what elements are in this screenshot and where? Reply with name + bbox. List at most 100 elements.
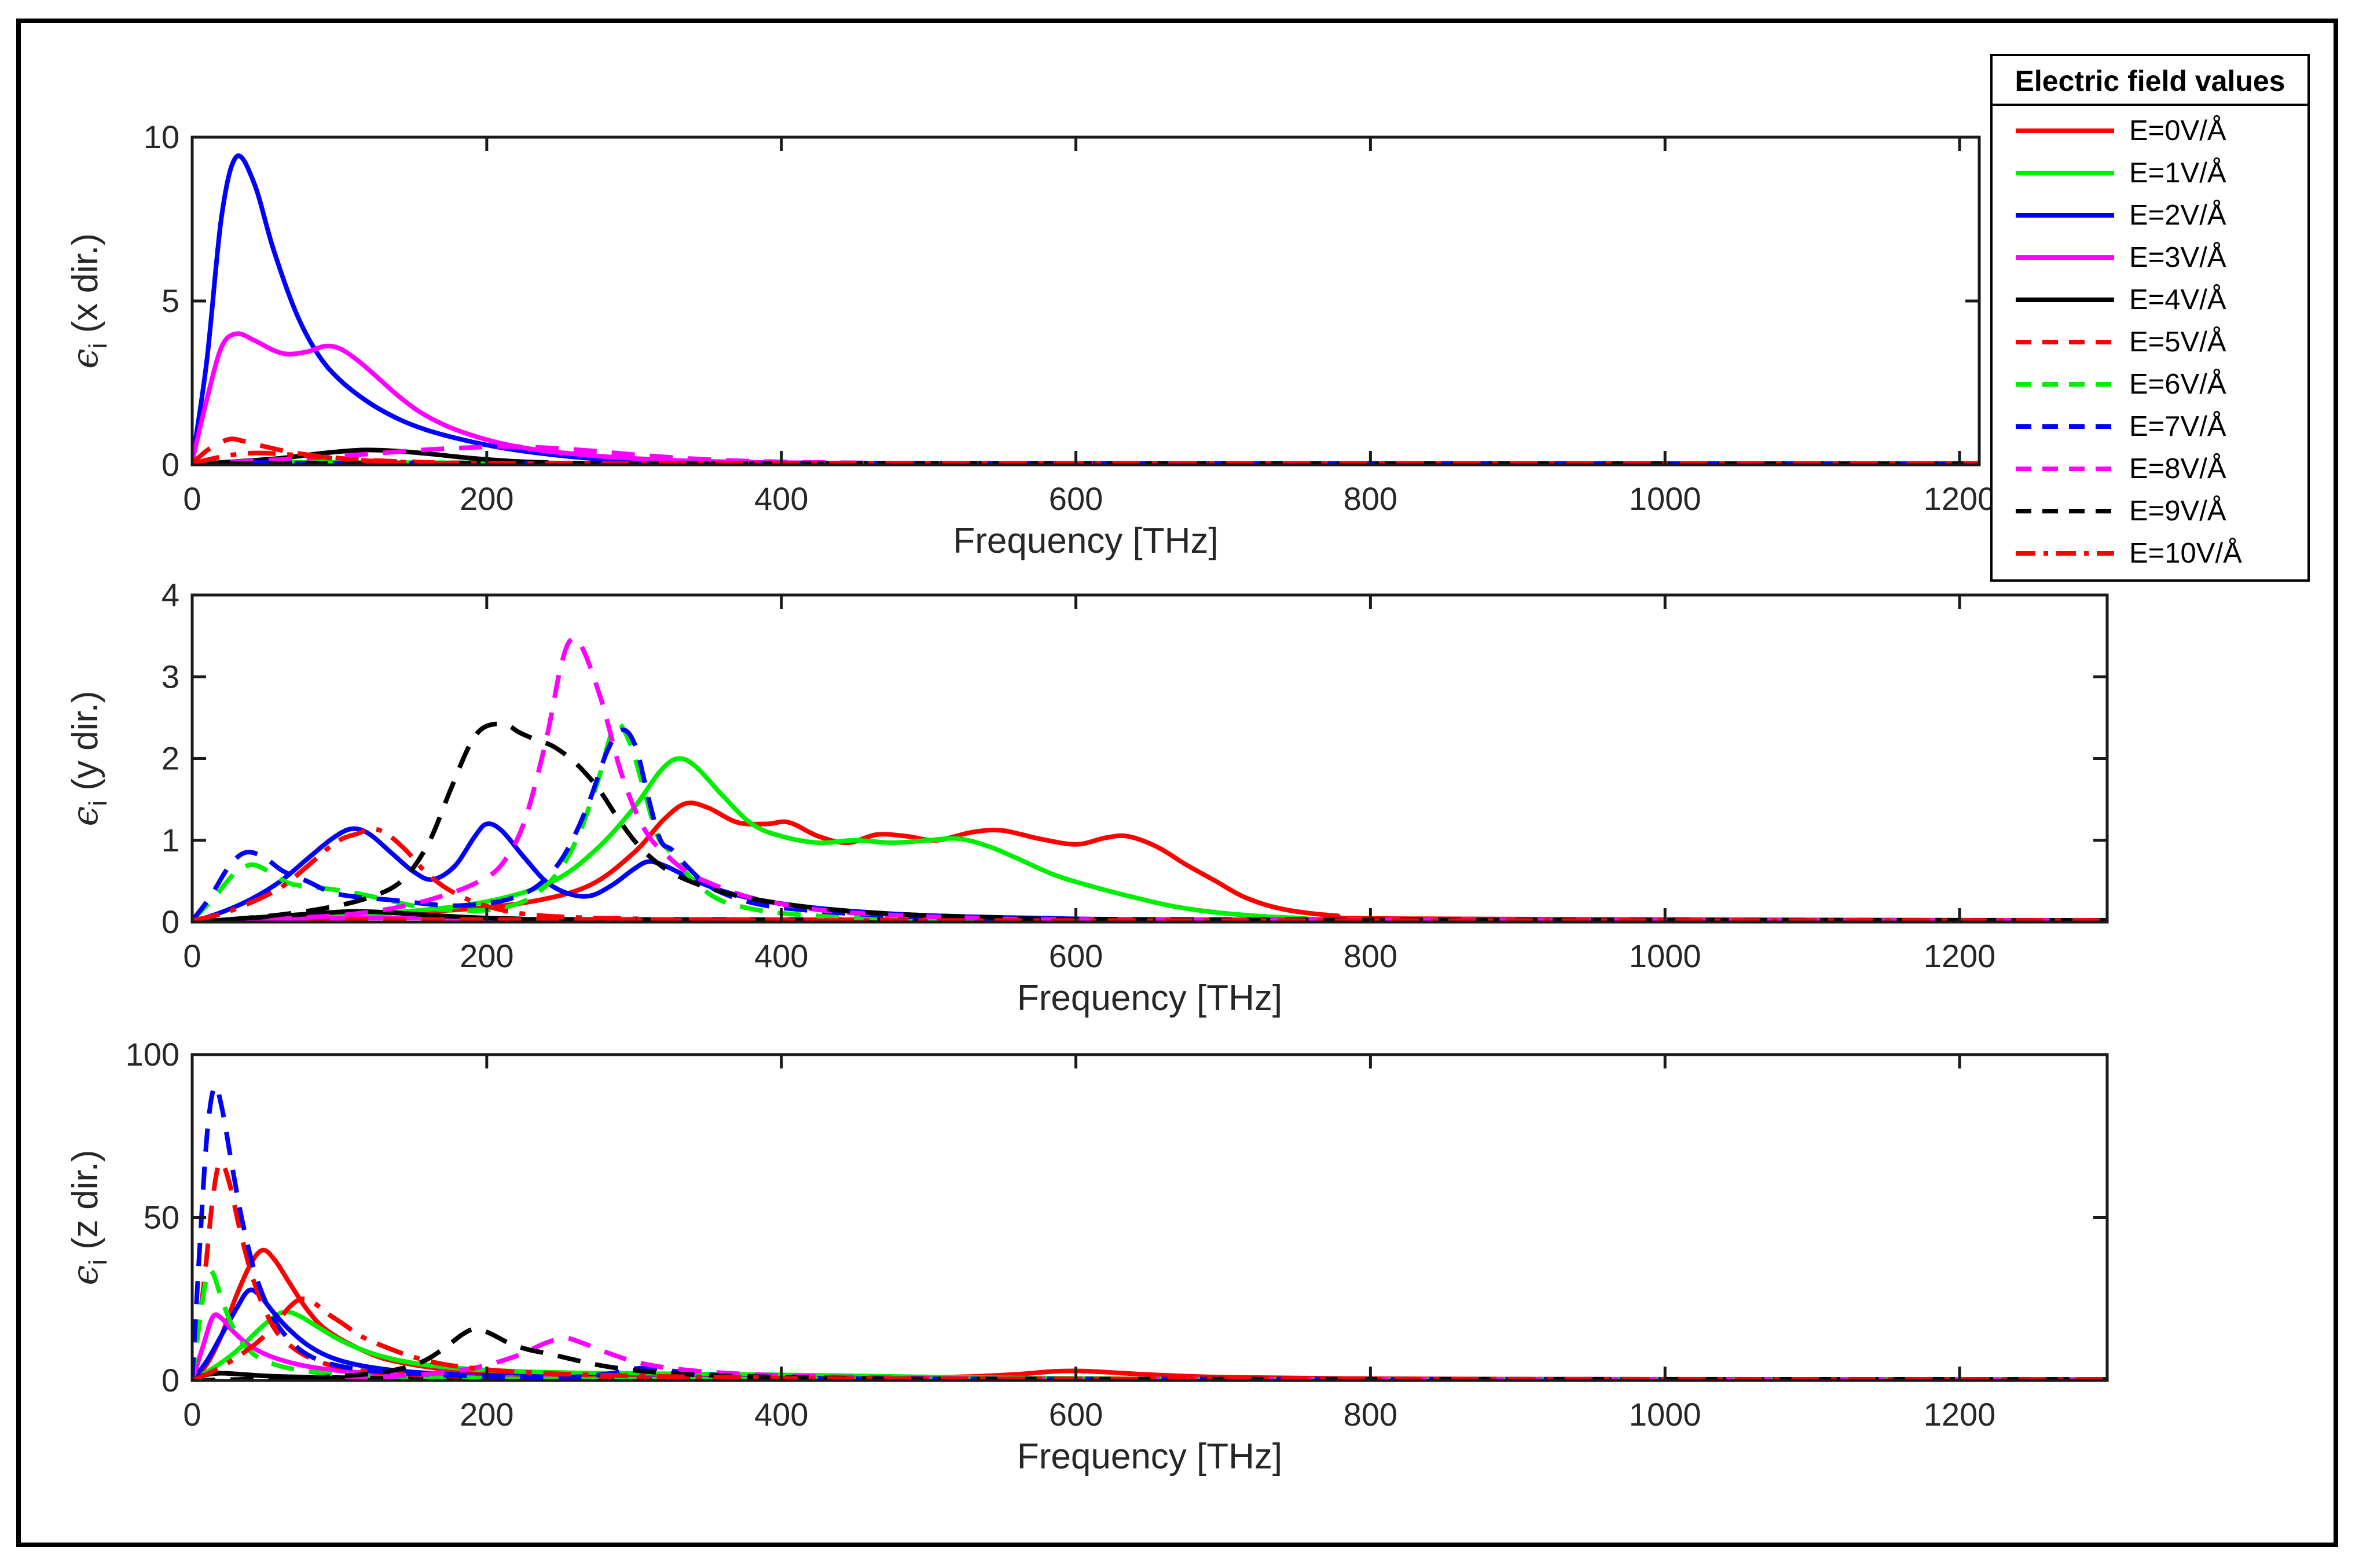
x-axis-label: Frequency [THz] <box>1017 978 1282 1018</box>
legend-items: E=0V/Å E=1V/Å E=2V/Å E=3V/Å E=4V/Å E=5V/Å E=6V… <box>1993 106 2307 574</box>
subplot-y-dir: 0 200 400 600 800 1000 1200 0 1 2 3 4 Frequency [THz… <box>64 576 2109 1018</box>
subplot-x-dir: 0 200 400 600 800 1000 1200 0 5 10 Frequency [THz]… <box>64 119 1995 561</box>
x-axis-label: Frequency [THz] <box>1017 1437 1282 1477</box>
x-tick-label: 1200 <box>1924 1396 1996 1433</box>
x-tick-label: 400 <box>754 1396 808 1433</box>
legend-item-E=4V/Å: E=4V/Å <box>1993 278 2307 321</box>
x-tick-label: 400 <box>754 938 808 974</box>
series-line-E=5V/Å <box>192 436 1979 465</box>
x-tick-label: 800 <box>1344 1396 1397 1433</box>
series-line-E=5V/Å <box>192 1159 2107 1380</box>
legend-item-label: E=3V/Å <box>2129 241 2226 273</box>
legend-item-E=3V/Å: E=3V/Å <box>1993 236 2307 278</box>
y-tick-label: 2 <box>162 740 179 777</box>
series-line-E=3V/Å <box>192 331 1979 465</box>
x-tick-label: 0 <box>183 480 201 517</box>
y-tick-label: 0 <box>162 904 179 940</box>
y-tick-label: 1 <box>162 822 179 858</box>
series-line-E=10V/Å <box>192 1296 2107 1380</box>
legend-item-E=1V/Å: E=1V/Å <box>1993 152 2307 194</box>
legend-item-label: E=0V/Å <box>2129 115 2226 146</box>
series-line-E=7V/Å <box>192 728 2107 922</box>
y-tick-label: 4 <box>162 576 179 613</box>
legend-item-label: E=5V/Å <box>2129 326 2226 358</box>
legend-line-swatch-dashed <box>2016 424 2114 429</box>
legend-item-label: E=8V/Å <box>2129 453 2226 484</box>
legend-title: Electric field values <box>1993 56 2307 106</box>
y-tick-label: 100 <box>126 1036 179 1073</box>
legend-item-label: E=9V/Å <box>2129 495 2226 527</box>
x-tick-label: 600 <box>1049 480 1103 517</box>
y-axis-label: ϵi (y dir.) <box>64 691 112 827</box>
series-line-E=1V/Å <box>192 756 2107 922</box>
series-line-E=2V/Å <box>192 153 1979 465</box>
legend-item-E=2V/Å: E=2V/Å <box>1993 194 2307 236</box>
x-tick-label: 1000 <box>1629 480 1701 517</box>
x-tick-label: 200 <box>460 1396 513 1433</box>
legend-item-E=6V/Å: E=6V/Å <box>1993 363 2307 405</box>
x-tick-label: 800 <box>1344 938 1397 974</box>
series-line-E=0V/Å <box>192 1247 2107 1380</box>
x-tick-label: 1000 <box>1629 938 1701 974</box>
legend-line-swatch-dashdot <box>2016 550 2114 556</box>
series-group <box>192 153 1979 465</box>
x-tick-label: 600 <box>1049 938 1103 974</box>
legend-item-label: E=10V/Å <box>2129 537 2242 569</box>
legend-line-swatch-solid <box>2016 212 2114 218</box>
x-tick-label: 400 <box>754 480 808 517</box>
legend-item-E=7V/Å: E=7V/Å <box>1993 405 2307 447</box>
legend-item-E=5V/Å: E=5V/Å <box>1993 321 2307 363</box>
series-line-E=6V/Å <box>192 721 2107 922</box>
x-tick-label: 1000 <box>1629 1396 1701 1433</box>
x-tick-label: 600 <box>1049 1396 1103 1433</box>
subplot-z-dir: 0 200 400 600 800 1000 1200 0 50 100 Frequency [TH… <box>64 1036 2109 1477</box>
x-tick-label: 200 <box>460 938 513 974</box>
legend-line-swatch-dashed <box>2016 466 2114 471</box>
y-tick-label: 10 <box>144 119 179 155</box>
y-axis-label: ϵi (x dir.) <box>64 233 112 369</box>
legend-line-swatch-solid <box>2016 128 2114 133</box>
legend-item-E=0V/Å: E=0V/Å <box>1993 109 2307 152</box>
legend-item-E=8V/Å: E=8V/Å <box>1993 447 2307 490</box>
y-tick-label: 3 <box>162 658 179 695</box>
series-line-E=7V/Å <box>192 1084 2107 1380</box>
y-tick-label: 0 <box>162 446 179 483</box>
legend-item-label: E=6V/Å <box>2129 368 2226 400</box>
series-line-E=8V/Å <box>192 636 2107 922</box>
legend: Electric field values E=0V/Å E=1V/Å E=2V/Å… <box>1990 54 2310 582</box>
series-line-E=8V/Å <box>192 444 1979 465</box>
legend-line-swatch-dashed <box>2016 508 2114 513</box>
legend-item-label: E=2V/Å <box>2129 199 2226 231</box>
x-tick-label: 0 <box>183 938 201 974</box>
legend-line-swatch-solid <box>2016 170 2114 175</box>
legend-item-label: E=4V/Å <box>2129 284 2226 315</box>
series-group <box>192 636 2107 922</box>
axes-box <box>190 1053 2109 1382</box>
series-line-E=6V/Å <box>192 1268 2107 1380</box>
legend-item-E=10V/Å: E=10V/Å <box>1993 532 2307 574</box>
legend-line-swatch-dashed <box>2016 339 2114 344</box>
x-tick-label: 800 <box>1344 480 1397 517</box>
x-tick-label: 0 <box>183 1396 201 1433</box>
series-group <box>192 1084 2107 1380</box>
legend-line-swatch-dashed <box>2016 381 2114 387</box>
axes-box <box>190 593 2109 924</box>
y-tick-label: 0 <box>162 1362 179 1398</box>
axes-box <box>190 135 1981 467</box>
x-tick-label: 1200 <box>1924 938 1996 974</box>
y-tick-label: 5 <box>162 282 179 319</box>
legend-item-E=9V/Å: E=9V/Å <box>1993 490 2307 532</box>
legend-line-swatch-solid <box>2016 255 2114 260</box>
y-axis-label: ϵi (z dir.) <box>64 1150 112 1286</box>
x-tick-label: 200 <box>460 480 513 517</box>
series-line-E=8V/Å <box>192 1335 2107 1380</box>
series-line-E=9V/Å <box>192 461 1979 465</box>
legend-line-swatch-solid <box>2016 297 2114 302</box>
series-line-E=10V/Å <box>192 826 2107 922</box>
legend-item-label: E=1V/Å <box>2129 157 2226 189</box>
x-axis-label: Frequency [THz] <box>953 521 1218 561</box>
series-line-E=1V/Å <box>192 1309 2107 1380</box>
x-tick-label: 1200 <box>1924 480 1996 517</box>
